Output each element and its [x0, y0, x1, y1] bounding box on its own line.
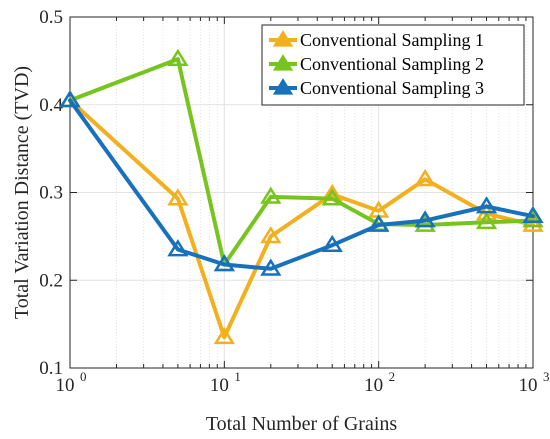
data-point-marker: [260, 225, 282, 244]
legend-marker: [272, 78, 294, 95]
x-tick-exponent: 2: [389, 369, 396, 384]
data-point-marker: [522, 214, 544, 232]
data-point-marker: [414, 210, 436, 228]
x-tick-label: 10: [210, 375, 229, 396]
legend-entry: Conventional Sampling 2: [269, 54, 484, 74]
y-tick-label: 0.4: [39, 95, 63, 116]
y-tick-label: 0.2: [39, 270, 63, 291]
legend-marker: [272, 54, 294, 71]
data-point-marker: [522, 205, 544, 224]
legend-label: Conventional Sampling 2: [300, 54, 484, 74]
data-point-marker: [475, 196, 498, 214]
y-tick-label: 0.3: [39, 183, 63, 204]
legend: Conventional Sampling 1 Conventional Samp…: [261, 24, 525, 106]
x-tick-exponent: 1: [234, 369, 241, 384]
data-point-marker: [167, 188, 189, 206]
data-point-marker: [522, 210, 544, 228]
y-tick-label: 0.1: [39, 358, 63, 379]
axis-ticks: 10 0 10 1 10 2 10 3 0.1 0.2 0.3 0.4 0.5: [39, 7, 549, 396]
x-tick-label: 10: [364, 375, 383, 396]
y-tick-label: 0.5: [39, 7, 63, 28]
legend-marker: [272, 30, 294, 47]
x-tick-exponent: 3: [543, 369, 550, 384]
series-line: [68, 98, 535, 340]
data-point-marker: [167, 239, 189, 257]
legend-label: Conventional Sampling 1: [300, 30, 484, 50]
data-point-marker: [260, 186, 282, 204]
data-point-marker: [167, 48, 189, 66]
data-point-marker: [59, 89, 81, 108]
series-3: [59, 89, 544, 276]
series-line: [68, 57, 535, 267]
x-tick-exponent: 0: [80, 369, 87, 384]
data-point-marker: [213, 254, 235, 272]
series-line: [68, 98, 535, 271]
x-axis-title: Total Number of Grains: [206, 413, 398, 435]
data-point-marker: [368, 214, 390, 232]
legend-entry: Conventional Sampling 1: [269, 30, 484, 50]
series-lines: [59, 48, 544, 345]
y-axis-title: Total Variation Distance (TVD): [11, 66, 33, 319]
data-point-marker: [321, 188, 343, 206]
data-point-marker: [414, 214, 436, 232]
legend-box: [261, 24, 525, 106]
data-point-marker: [213, 326, 235, 345]
x-tick-label: 10: [519, 375, 538, 396]
legend-entry: Conventional Sampling 3: [269, 78, 484, 98]
legend-label: Conventional Sampling 3: [300, 78, 484, 98]
x-tick-label: 10: [56, 375, 75, 396]
data-point-marker: [321, 234, 343, 252]
data-point-marker: [260, 258, 282, 276]
data-point-marker: [475, 211, 498, 230]
data-point-marker: [414, 168, 436, 187]
